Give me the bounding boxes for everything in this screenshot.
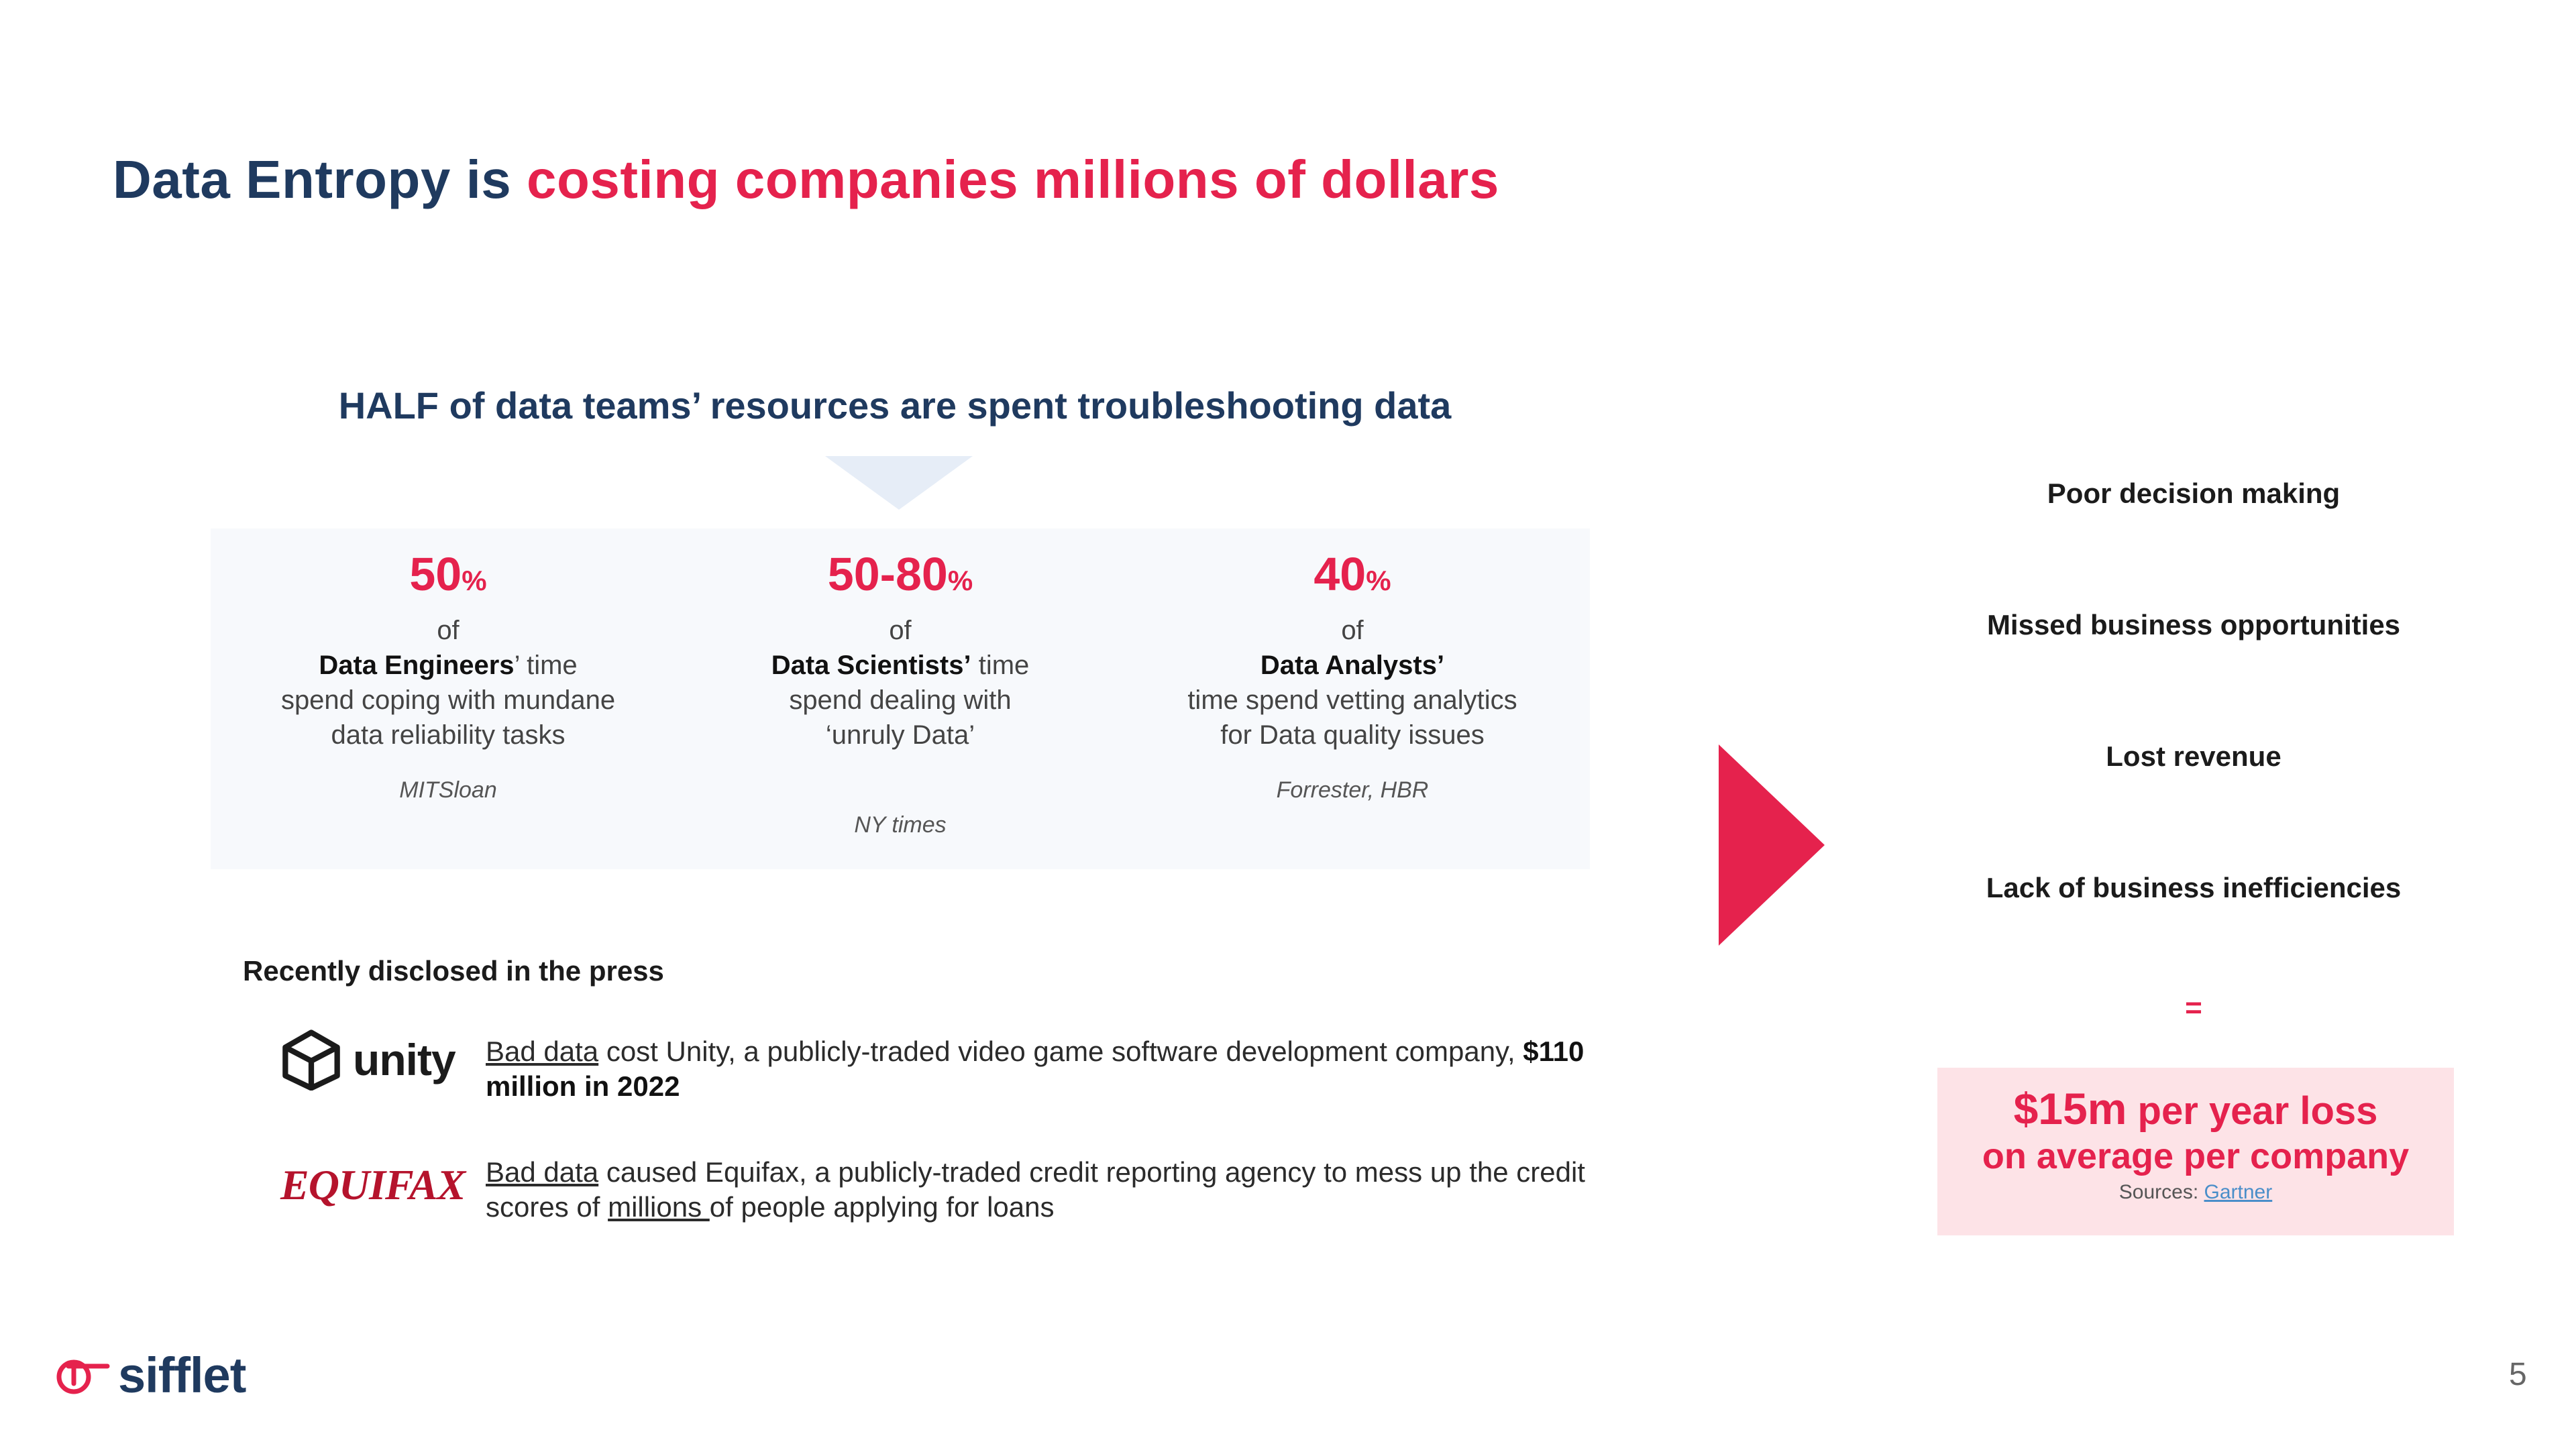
loss-sources: Sources: Gartner [1937,1179,2454,1206]
loss-amount-line: $15m per year loss [1937,1086,2454,1133]
sifflet-whistle-icon [56,1359,110,1394]
unity-logo: unity [280,1026,456,1093]
stat-role: Data Analysts’ [1260,651,1445,680]
loss-amount: $15m [2013,1084,2127,1133]
slide-title-part1: Data Entropy is [113,150,527,209]
unity-cube-icon [282,1029,340,1091]
impact-item: Lost revenue [2106,740,2282,772]
equifax-press-body: caused Equifax, a publicly-traded credit… [486,1156,1585,1223]
loss-period: per year loss [2127,1089,2378,1133]
page-number: 5 [2509,1357,2527,1392]
slide-title: Data Entropy is costing companies millio… [113,149,1499,211]
stat-source: NY times [854,812,947,838]
unity-press-text: Bad data cost Unity, a publicly-traded v… [486,1034,1586,1104]
stat-description: time spend vetting analytics for Data qu… [1187,685,1517,750]
play-arrow-icon [1719,744,1825,946]
impact-item: Lack of business inefficiencies [1986,872,2402,903]
stat-percentage: 50% [409,548,487,600]
unity-bad-data-link[interactable]: Bad data [486,1036,599,1067]
stat-source: Forrester, HBR [1276,777,1429,803]
stat-percentage: 40% [1313,548,1391,600]
stat-role: Data Engineers [319,651,515,680]
stat-data-scientists: 50-80% of Data Scientists’ time spend de… [692,546,1108,842]
equifax-press-end: of people applying for loans [709,1191,1055,1223]
unity-logo-text: unity [353,1035,456,1084]
loss-summary-box: $15m per year loss on average per compan… [1937,1068,2454,1235]
equifax-press-text: Bad data caused Equifax, a publicly-trad… [486,1155,1586,1225]
stat-of: of [437,616,460,645]
stat-data-analysts: 40% of Data Analysts’ time spend vetting… [1144,546,1560,807]
unity-press-amount: $110 million in 2022 [486,1036,1585,1102]
loss-average-line: on average per company [1982,1136,2410,1176]
sifflet-logo: sifflet [55,1347,246,1404]
slide-title-part2: costing companies millions of dollars [527,150,1499,209]
down-pointer-shape [825,456,973,510]
stats-panel: 50% of Data Engineers’ time spend coping… [211,528,1590,869]
stat-data-engineers: 50% of Data Engineers’ time spend coping… [240,546,656,807]
stat-of: of [889,616,912,645]
stat-description: spend dealing with ‘unruly Data’ [789,685,1012,750]
equifax-bad-data-link[interactable]: Bad data [486,1156,599,1188]
impact-item: Missed business opportunities [1986,609,2401,640]
unity-press-body: cost Unity, a publicly-traded video game… [598,1036,1523,1067]
press-heading: Recently disclosed in the press [243,955,664,987]
equals-sign: = [2185,991,2202,1024]
equifax-logo: EQUIFAX [280,1161,466,1209]
stat-role-suffix: ’ time [514,651,578,680]
impact-item: Poor decision making [2047,478,2341,509]
stat-of: of [1341,616,1364,645]
stat-role: Data Scientists’ [771,651,971,680]
stat-source: MITSloan [399,777,497,803]
equifax-millions-link[interactable]: millions [608,1191,710,1223]
half-resources-heading: HALF of data teams’ resources are spent … [338,384,1452,427]
gartner-link[interactable]: Gartner [2204,1181,2273,1203]
sifflet-logo-text: sifflet [118,1347,246,1403]
stat-percentage: 50-80% [827,548,973,600]
sources-label: Sources: [2118,1181,2204,1203]
stat-description: spend coping with mundane data reliabili… [280,685,616,750]
stat-role-suffix: time [971,651,1030,680]
